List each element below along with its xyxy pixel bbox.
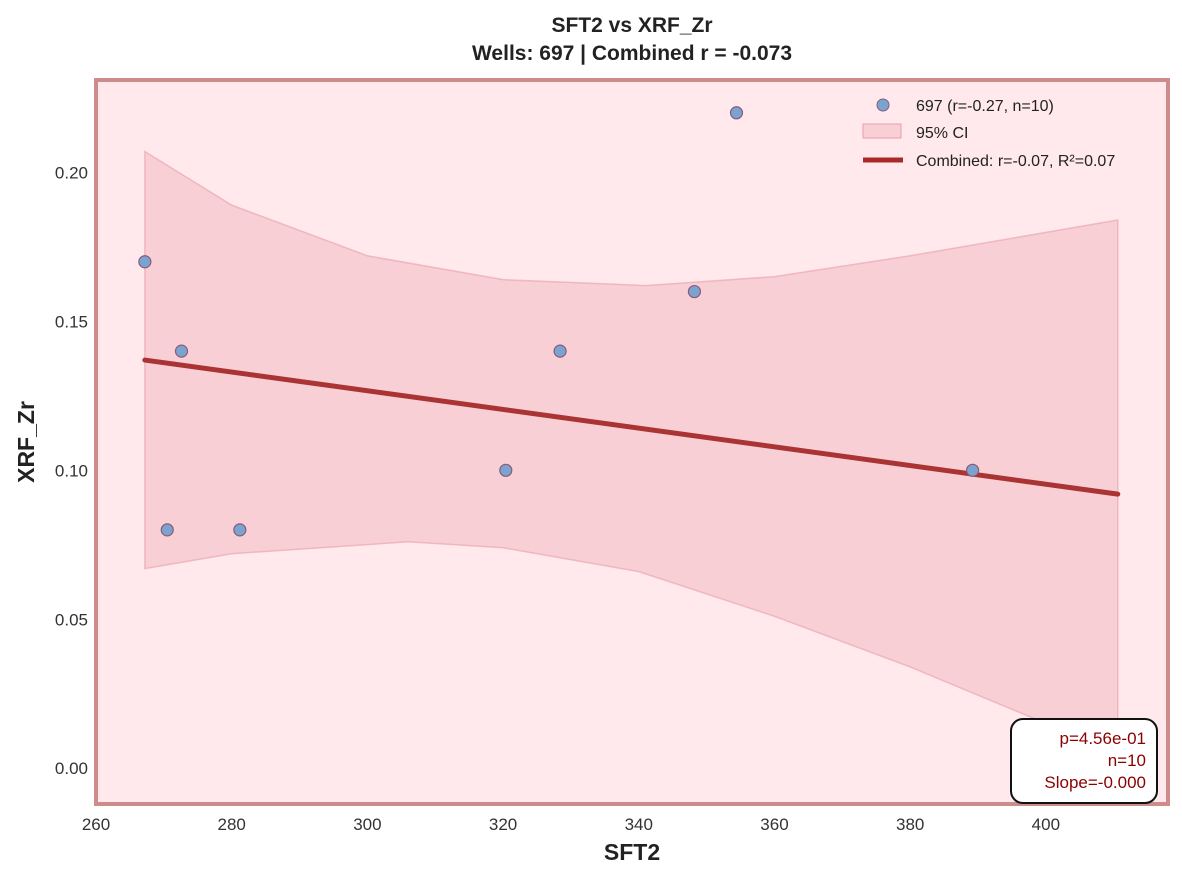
data-point [499, 463, 513, 477]
stats-n: n=10 [1108, 751, 1146, 770]
x-tick-label: 300 [353, 815, 381, 834]
x-tick-label: 400 [1032, 815, 1060, 834]
stats-p-value: p=4.56e-01 [1060, 729, 1147, 748]
y-tick-label: 0.10 [55, 461, 88, 480]
plot-background [96, 80, 1168, 804]
legend-scatter-marker [876, 98, 890, 112]
data-point [138, 255, 152, 269]
x-tick-label: 360 [760, 815, 788, 834]
data-point [687, 284, 702, 299]
y-tick-label: 0.20 [55, 163, 88, 182]
data-points-layer [138, 106, 980, 537]
data-point [174, 344, 189, 358]
data-point [553, 344, 567, 358]
stats-annotation-box: p=4.56e-01 n=10 Slope=-0.000 [1010, 718, 1158, 804]
x-tick-label: 340 [625, 815, 653, 834]
legend-band-label: 95% CI [916, 125, 968, 142]
regression-line-layer [142, 357, 1121, 497]
legend-scatter-label: 697 (r=-0.27, n=10) [916, 98, 1054, 115]
y-tick-label: 0.05 [55, 610, 88, 629]
x-axis-ticks: 260 280 300 320 340 360 380 400 [82, 815, 1060, 834]
x-tick-label: 280 [218, 815, 246, 834]
chart-title: SFT2 vs XRF_Zr [551, 14, 712, 37]
data-point [729, 106, 744, 120]
legend-band-swatch [862, 123, 902, 139]
legend: 697 (r=-0.27, n=10) 95% CI Combined: r=-… [862, 98, 1115, 170]
x-tick-label: 380 [896, 815, 924, 834]
plot-frame [94, 78, 1170, 806]
regression-line [142, 357, 1121, 497]
data-point [233, 523, 247, 537]
stats-slope: Slope=-0.000 [1044, 773, 1146, 792]
y-axis-label: XRF_Zr [13, 401, 39, 483]
data-point [160, 523, 174, 537]
y-tick-label: 0.15 [55, 312, 88, 331]
x-tick-label: 320 [489, 815, 517, 834]
data-point [965, 463, 980, 477]
y-tick-label: 0.00 [55, 759, 88, 778]
chart-subtitle: Wells: 697 | Combined r = -0.073 [472, 42, 792, 65]
x-tick-label: 260 [82, 815, 110, 834]
y-axis-ticks: 0.00 0.05 0.10 0.15 0.20 [55, 163, 88, 778]
x-axis-label: SFT2 [604, 839, 660, 865]
stats-box-frame [1010, 718, 1158, 804]
legend-line-label: Combined: r=-0.07, R²=0.07 [916, 153, 1115, 170]
